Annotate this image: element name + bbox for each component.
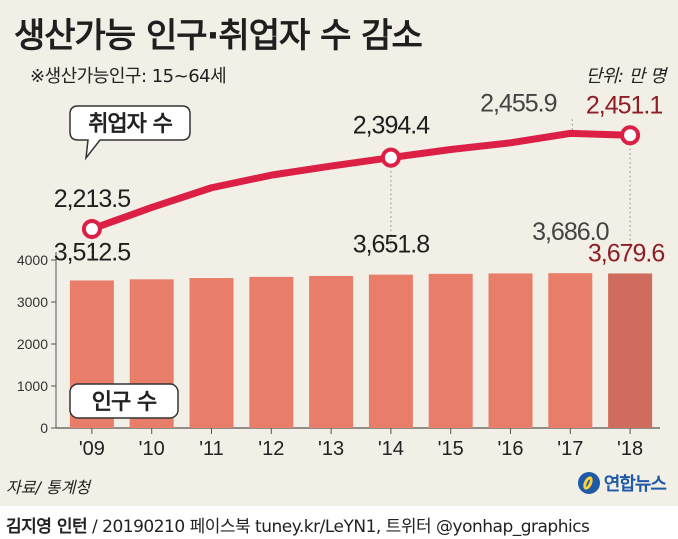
- line-value-label: 2,455.9: [480, 89, 557, 117]
- source-note: 자료/ 통계청: [6, 478, 91, 497]
- unit-label: 단위: 만 명: [585, 66, 667, 87]
- x-tick-label: '15: [438, 438, 464, 460]
- bar-value-label: 3,686.0: [532, 218, 609, 246]
- y-tick-label: 1000: [17, 378, 48, 394]
- x-tick-label: '13: [318, 438, 344, 460]
- x-tick-label: '18: [617, 438, 643, 460]
- credit-rest: / 20190210 페이스북 tuney.kr/LeYN1, 트위터 @yon…: [87, 517, 590, 537]
- bar-value-label: 3,512.5: [54, 238, 131, 266]
- line-marker: [81, 218, 102, 239]
- bar: [368, 274, 413, 428]
- y-tick-label: 3000: [17, 294, 48, 310]
- x-tick-label: '09: [79, 438, 105, 460]
- legend-label-population: 인구 수: [92, 390, 157, 415]
- line-marker: [620, 125, 641, 146]
- x-tick-label: '10: [139, 438, 165, 460]
- line-value-label: 2,394.4: [353, 112, 431, 140]
- line-value-label: 2,213.5: [54, 185, 131, 213]
- bar: [309, 275, 354, 428]
- line-series: [88, 129, 634, 233]
- y-tick-label: 4000: [17, 252, 48, 268]
- bar-value-label: 3,651.8: [353, 231, 430, 259]
- yonhap-logo-icon: [577, 472, 600, 494]
- bar: [189, 278, 234, 428]
- subtitle-note: ※생산가능인구: 15~64세: [30, 66, 227, 87]
- bar: [488, 273, 533, 428]
- y-tick-label: 0: [40, 420, 48, 436]
- legend-label-employed: 취업자 수: [88, 112, 172, 137]
- logo-text: 연합뉴스: [603, 474, 667, 495]
- x-tick-label: '12: [258, 438, 284, 460]
- line-value-label: 2,451.1: [586, 91, 663, 119]
- bar: [428, 273, 473, 428]
- page-title: 생산가능 인구·취업자 수 감소: [14, 16, 423, 56]
- y-tick-label: 2000: [17, 336, 48, 352]
- yonhap-logo: 연합뉴스: [577, 470, 667, 496]
- bar: [608, 273, 653, 428]
- x-tick-label: '11: [199, 438, 224, 460]
- x-tick-label: '16: [497, 438, 523, 460]
- line-marker: [380, 147, 401, 168]
- credit-line: 김지영 인턴 / 20190210 페이스북 tuney.kr/LeYN1, 트…: [6, 512, 590, 537]
- x-tick-label: '14: [378, 438, 404, 460]
- bar-value-label: 3,679.6: [588, 239, 665, 267]
- legend-callout-population: [69, 383, 179, 419]
- credit-author: 김지영 인턴: [6, 517, 88, 537]
- combo-chart: 0 1000 2000 3000 4000 '09 '10 '11 '12 '13 '14 '15 '1…: [17, 89, 666, 460]
- legend-callout-employed: [69, 105, 191, 161]
- x-tick-label: '17: [557, 438, 583, 460]
- bar: [548, 273, 593, 428]
- bar: [249, 276, 294, 428]
